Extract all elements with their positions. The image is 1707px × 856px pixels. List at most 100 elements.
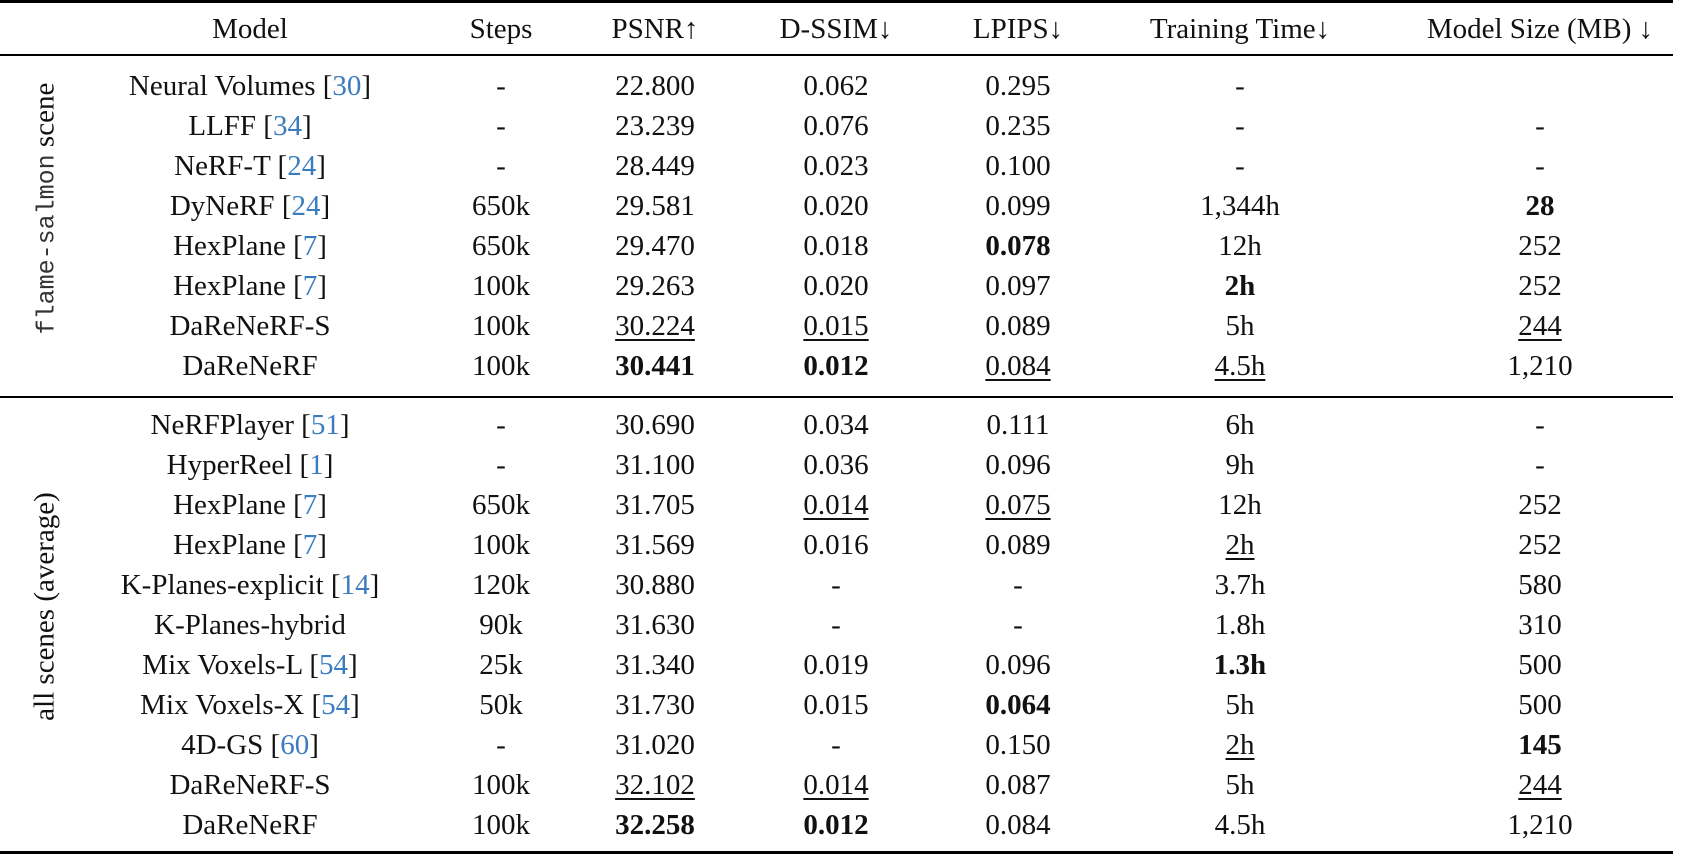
model-name-cell: DaReNeRF-S — [169, 309, 330, 343]
time-cell: 4.5h — [1214, 809, 1266, 841]
model-name-cell: DaReNeRF — [182, 349, 317, 383]
size-cell: 252 — [1518, 529, 1562, 561]
psnr-cell: 31.630 — [615, 609, 695, 641]
citation-link[interactable]: 60 — [280, 729, 310, 761]
size-cell: 252 — [1518, 489, 1562, 521]
lpips-cell: 0.078 — [985, 230, 1051, 262]
time-cell: 12h — [1218, 489, 1262, 521]
citation-link[interactable]: 7 — [302, 270, 318, 302]
model-name: NeRF-T — [174, 150, 271, 182]
time-cell: 4.5h — [1214, 350, 1266, 382]
steps-cell: 90k — [479, 609, 523, 641]
model-name-cell: DaReNeRF-S — [169, 768, 330, 802]
steps-cell: - — [496, 110, 506, 142]
dssim-cell: 0.076 — [803, 110, 869, 142]
steps-cell: - — [496, 70, 506, 102]
psnr-cell: 30.880 — [615, 569, 695, 601]
citation-link[interactable]: 54 — [319, 649, 349, 681]
psnr-cell: 32.258 — [615, 809, 695, 841]
model-name-cell: HexPlane [7] — [173, 529, 327, 561]
citation-link[interactable]: 14 — [340, 569, 370, 601]
size-cell: - — [1535, 449, 1545, 481]
citation-link[interactable]: 34 — [272, 110, 302, 142]
citation-link[interactable]: 24 — [291, 190, 321, 222]
time-cell: 5h — [1225, 689, 1255, 721]
model-name: HexPlane — [173, 270, 286, 302]
model-name-cell: NeRF-T [24] — [174, 150, 326, 182]
time-cell: 5h — [1225, 310, 1255, 342]
dssim-cell: - — [831, 729, 841, 761]
steps-cell: - — [496, 150, 506, 182]
citation-link[interactable]: 1 — [309, 449, 324, 481]
size-cell: 28 — [1525, 190, 1555, 222]
size-cell: - — [1535, 409, 1545, 441]
time-cell: 12h — [1218, 230, 1262, 262]
citation-link[interactable]: 54 — [321, 689, 351, 721]
group-label-flame-salmon: flame-salmon scene — [29, 69, 62, 349]
size-cell: 252 — [1518, 230, 1562, 262]
model-name: K-Planes-explicit — [120, 569, 324, 601]
model-name-cell: DaReNeRF — [182, 808, 317, 842]
top-rule — [0, 0, 1673, 3]
citation-link[interactable]: 7 — [302, 529, 318, 561]
lpips-cell: 0.075 — [985, 489, 1051, 521]
model-name-cell: 4D-GS [60] — [181, 729, 319, 761]
dssim-cell: - — [831, 609, 841, 641]
psnr-cell: 30.224 — [615, 310, 695, 342]
steps-cell: 50k — [479, 689, 523, 721]
citation-link[interactable]: 7 — [302, 230, 318, 262]
time-cell: 2h — [1225, 729, 1255, 761]
lpips-cell: 0.235 — [985, 110, 1051, 142]
size-cell: - — [1535, 110, 1545, 142]
time-cell: 3.7h — [1214, 569, 1266, 601]
lpips-cell: 0.089 — [985, 529, 1051, 561]
lpips-cell: 0.084 — [985, 350, 1051, 382]
dssim-cell: 0.015 — [803, 310, 869, 342]
citation-link[interactable]: 30 — [332, 70, 362, 102]
steps-cell: - — [496, 409, 506, 441]
model-name: Neural Volumes — [128, 70, 316, 102]
model-name-cell: HexPlane [7] — [173, 230, 327, 262]
dssim-cell: 0.036 — [803, 449, 869, 481]
steps-cell: - — [496, 449, 506, 481]
steps-cell: - — [496, 729, 506, 761]
steps-cell: 100k — [472, 529, 530, 561]
psnr-cell: 23.239 — [615, 110, 695, 142]
citation-link[interactable]: 7 — [302, 489, 318, 521]
lpips-cell: - — [1013, 569, 1023, 601]
time-cell: 1.3h — [1213, 649, 1267, 681]
model-name-cell: HexPlane [7] — [173, 270, 327, 302]
dssim-cell: 0.019 — [803, 649, 869, 681]
citation-link[interactable]: 51 — [310, 409, 340, 441]
model-name: LLFF — [188, 110, 257, 142]
psnr-cell: 29.263 — [615, 270, 695, 302]
lpips-cell: 0.097 — [985, 270, 1051, 302]
time-cell: 1,344h — [1200, 190, 1280, 222]
psnr-cell: 22.800 — [615, 70, 695, 102]
lpips-cell: 0.096 — [985, 449, 1051, 481]
dssim-cell: 0.015 — [803, 689, 869, 721]
citation-link[interactable]: 24 — [287, 150, 317, 182]
time-cell: 2h — [1224, 270, 1256, 302]
model-name-cell: Neural Volumes [30] — [128, 70, 372, 102]
model-name: HexPlane — [173, 529, 286, 561]
psnr-cell: 30.441 — [615, 350, 695, 382]
model-name: DaReNeRF — [182, 809, 318, 841]
model-name: DyNeRF — [169, 190, 275, 222]
model-name-cell: K-Planes-explicit [14] — [120, 569, 380, 601]
dssim-cell: - — [831, 569, 841, 601]
size-cell: 1,210 — [1507, 809, 1573, 841]
psnr-cell: 32.102 — [615, 769, 695, 801]
lpips-cell: 0.111 — [986, 409, 1050, 441]
lpips-cell: 0.100 — [985, 150, 1051, 182]
dssim-cell: 0.023 — [803, 150, 869, 182]
model-name: K-Planes-hybrid — [154, 609, 346, 641]
model-name: HexPlane — [173, 489, 286, 521]
psnr-cell: 31.100 — [615, 449, 695, 481]
dssim-cell: 0.012 — [803, 350, 869, 382]
time-cell: 6h — [1225, 409, 1255, 441]
column-header-model-size: Model Size (MB) ↓ — [1426, 13, 1654, 45]
psnr-cell: 31.705 — [615, 489, 695, 521]
model-name: Mix Voxels-L — [142, 649, 303, 681]
group-label-mono: flame-salmon — [32, 154, 62, 335]
